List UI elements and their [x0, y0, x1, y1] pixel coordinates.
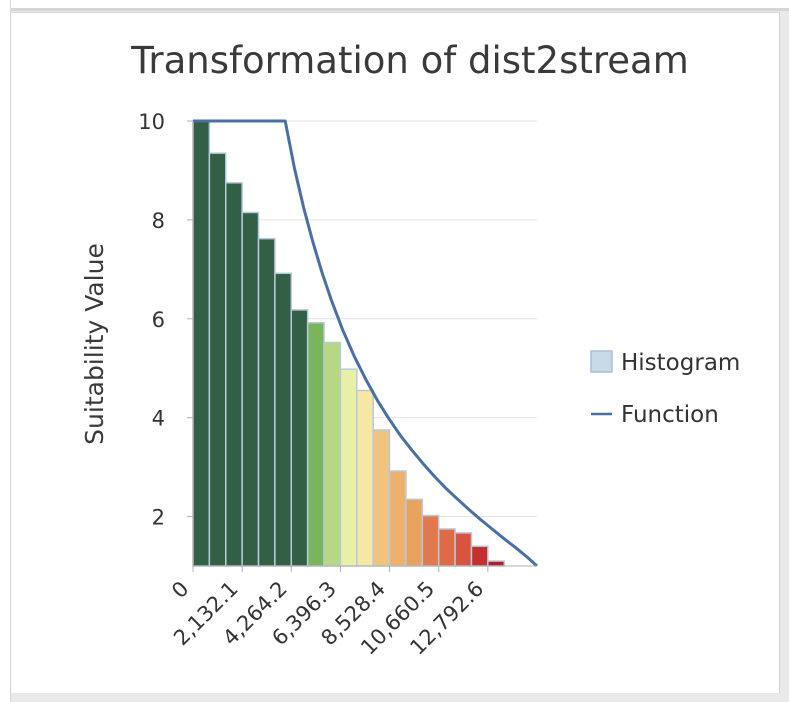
histogram-bars: [192, 120, 505, 567]
histogram-bar-9: [339, 368, 358, 567]
chart-panel: [10, 12, 780, 693]
histogram-bar-10: [356, 389, 374, 567]
y-tick-label-2: 6: [152, 308, 165, 332]
histogram-bar-12: [388, 470, 407, 567]
histogram-bar-3: [241, 211, 260, 567]
y-tick-label-0: 2: [152, 506, 165, 530]
y-axis-label: Suitability Value: [80, 243, 109, 445]
y-tick-label-1: 4: [152, 407, 165, 431]
y-tick-label-3: 8: [152, 209, 165, 233]
x-tick-label-0: 0: [167, 577, 193, 603]
legend-function-label: Function: [621, 402, 719, 428]
histogram-bar-15: [437, 528, 456, 567]
histogram-bar-13: [405, 498, 424, 567]
axes: [192, 121, 537, 567]
histogram-bar-18: [487, 560, 505, 567]
legend-histogram-label: Histogram: [621, 350, 740, 376]
histogram-bar-6: [290, 309, 309, 567]
top-strip: [10, 0, 789, 8]
legend-histogram-swatch: [590, 350, 613, 373]
histogram-bar-4: [257, 237, 276, 567]
histogram-bar-5: [274, 272, 293, 567]
y-ticks: 2 4 6 8 10: [138, 110, 193, 530]
histogram-bar-16: [454, 532, 473, 567]
legend[interactable]: Histogram Function: [590, 350, 740, 428]
histogram-bar-17: [470, 545, 489, 567]
function-line-group: [193, 119, 539, 568]
x-ticks: 02,132.14,264.26,396.38,528.410,660.512,…: [167, 566, 488, 660]
chart-title: Transformation of dist2stream: [130, 39, 689, 82]
histogram-bar-7: [306, 321, 325, 567]
histogram-bar-2: [225, 182, 243, 567]
histogram-bar-0: [192, 120, 211, 567]
histogram-bar-11: [372, 429, 391, 567]
top-divider: [10, 8, 789, 11]
histogram-bar-8: [323, 341, 342, 567]
histogram-bar-1: [208, 152, 227, 567]
function-line: [193, 119, 539, 568]
histogram-bar-14: [421, 514, 440, 567]
y-tick-label-4: 10: [138, 110, 165, 134]
